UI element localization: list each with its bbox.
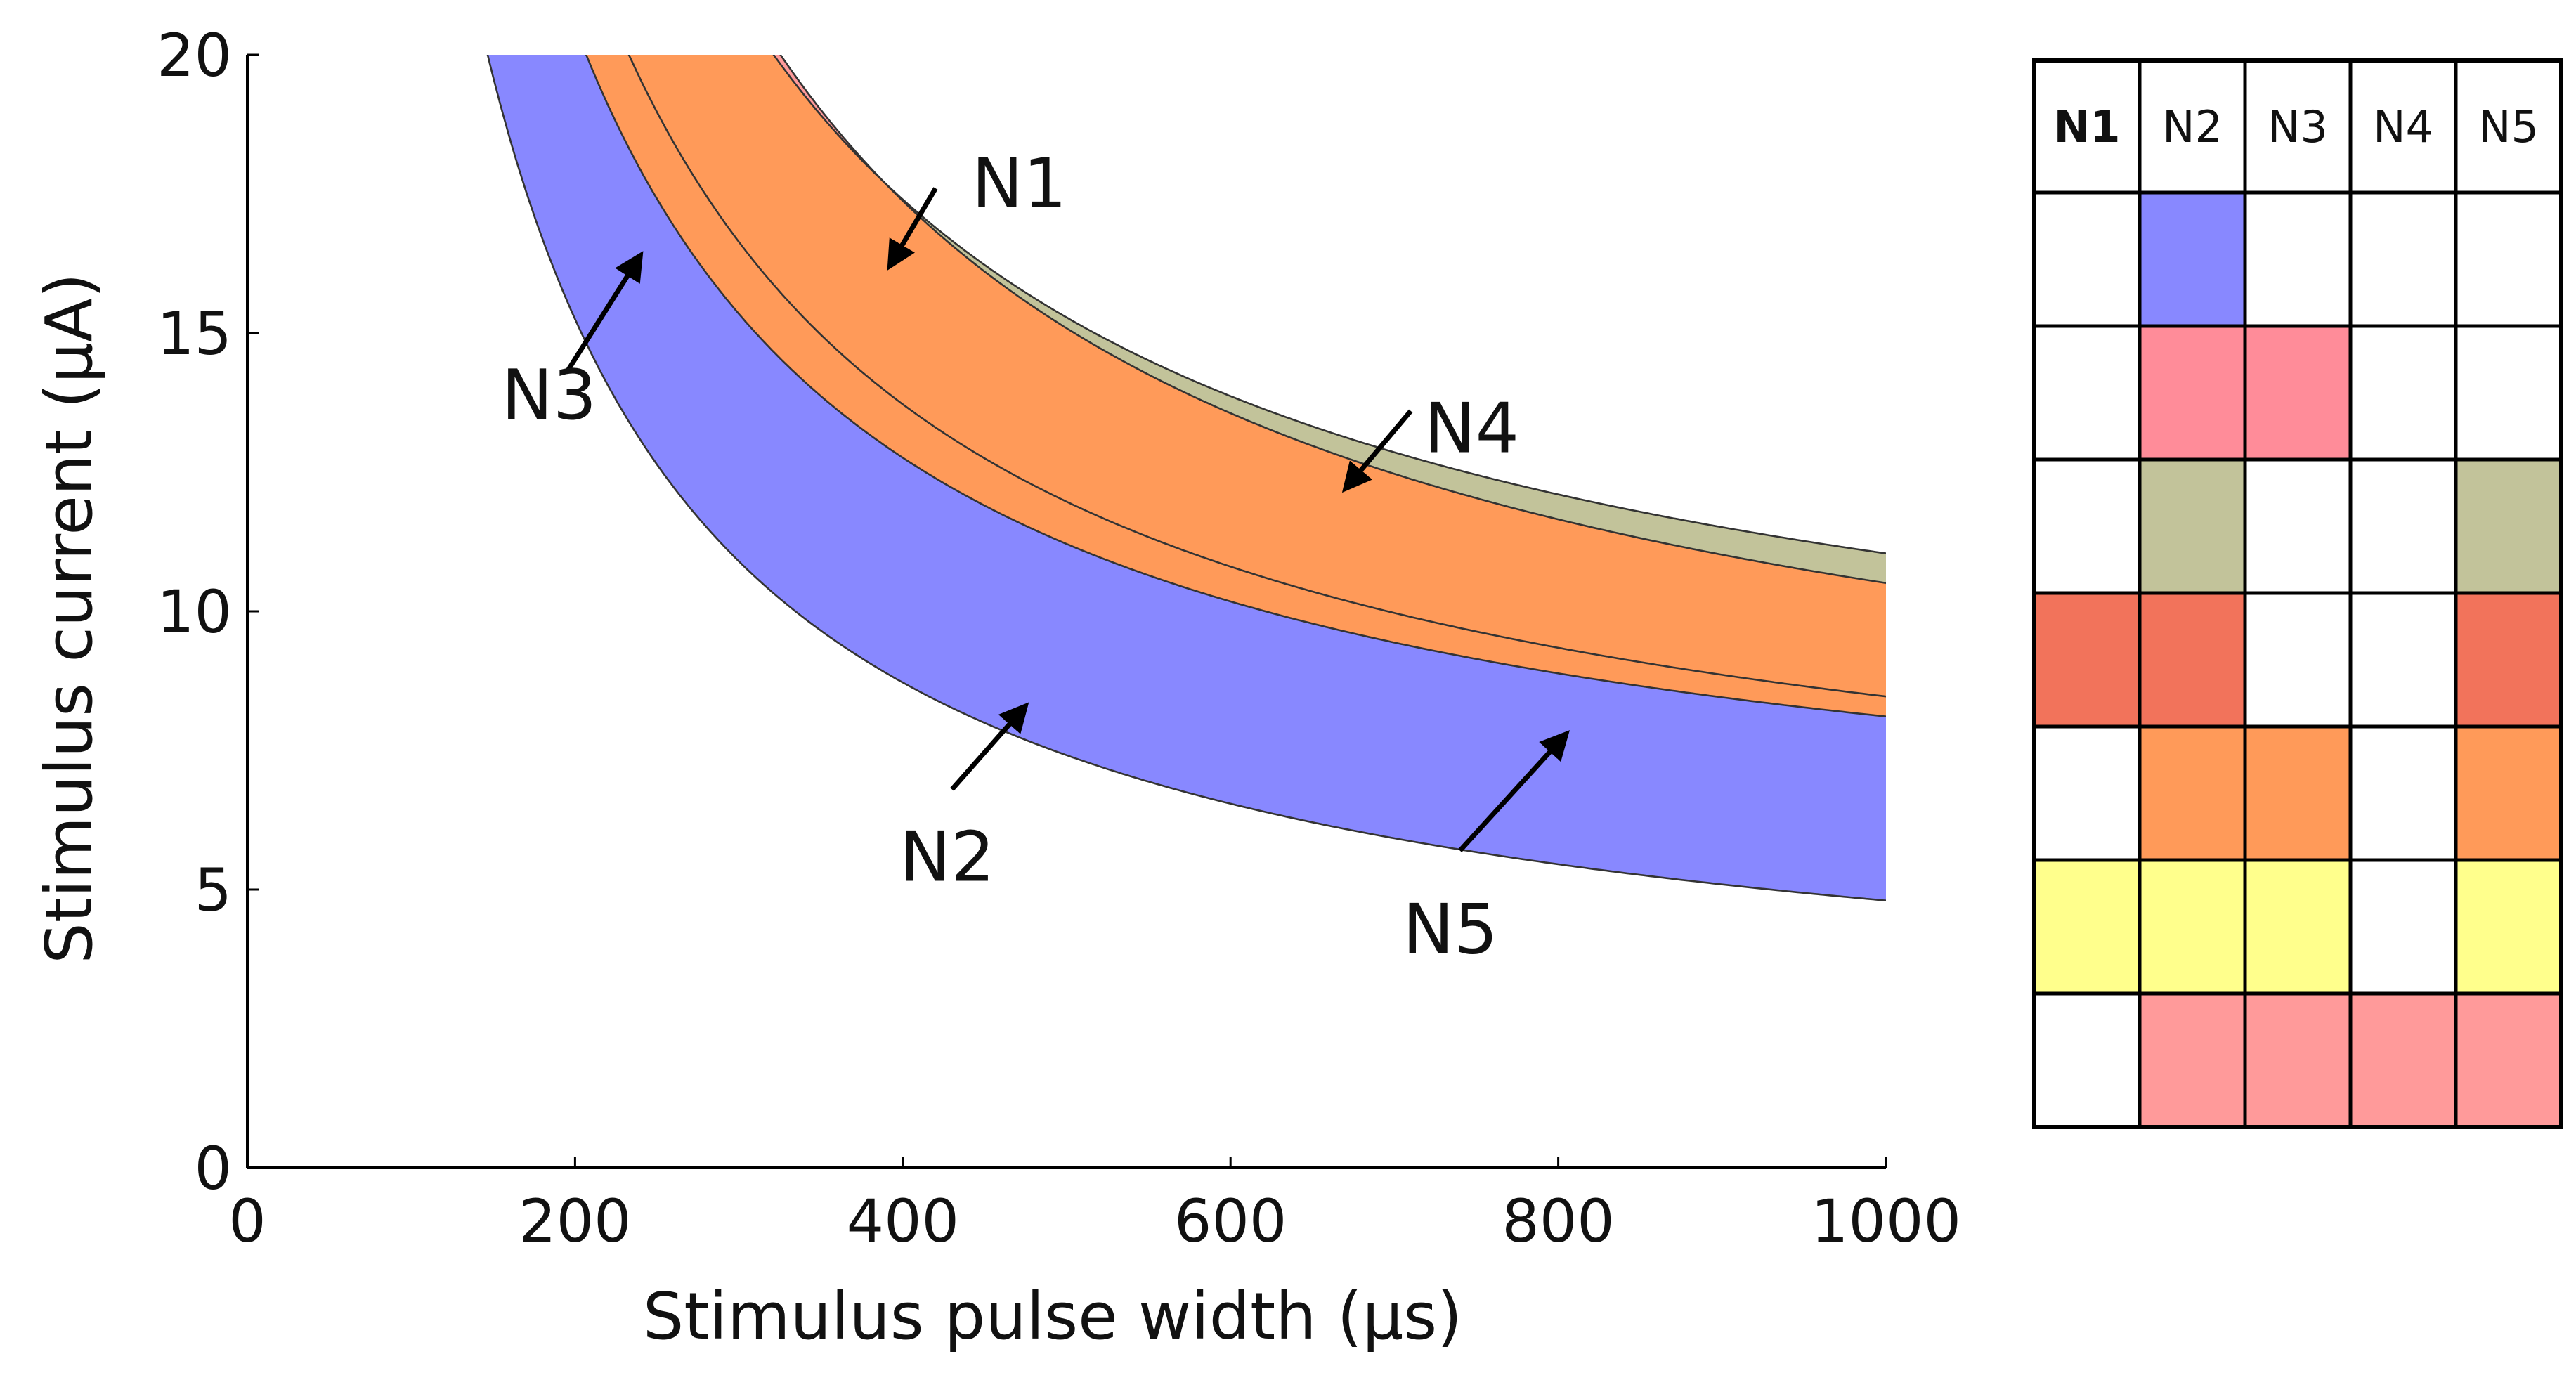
x-tick-label: 1000	[1811, 1187, 1961, 1256]
table-cell	[2032, 858, 2142, 996]
table-header-cell	[2243, 58, 2353, 195]
annotation-label-n5: N5	[1403, 890, 1498, 970]
annotation-label-n4: N4	[1424, 389, 1519, 469]
table-cell	[2454, 324, 2563, 462]
table-cell	[2138, 991, 2247, 1129]
table-header-n4: N4	[2373, 101, 2433, 152]
table-cell	[2454, 724, 2563, 862]
table-cell	[2138, 858, 2247, 996]
regions-layer	[488, 55, 1886, 901]
table-header-n3: N3	[2268, 101, 2328, 152]
table-cell	[2032, 457, 2142, 595]
y-tick-label: 0	[195, 1134, 232, 1203]
table-cell	[2032, 591, 2142, 729]
annotation-arrow-n4	[1341, 409, 1413, 493]
table-cell	[2243, 591, 2353, 729]
table-cell	[2138, 591, 2247, 729]
y-tick-label: 15	[157, 299, 232, 368]
table-cell	[2454, 858, 2563, 996]
boundary-curve-b3	[772, 55, 1886, 554]
annotation-label-n3: N3	[501, 356, 597, 436]
annotation-arrow-n2	[950, 702, 1029, 791]
table-cell	[2138, 724, 2247, 862]
annotation-label-n1: N1	[972, 144, 1067, 224]
boundaries-layer	[486, 55, 1886, 901]
table-cell	[2243, 858, 2353, 996]
table-cell	[2348, 724, 2458, 862]
table-cell	[2454, 591, 2563, 729]
table-cell	[2032, 724, 2142, 862]
table-cell	[2032, 324, 2142, 462]
table-cell	[2032, 991, 2142, 1129]
axes: 0 200 400 600 800 1000 0 5 10 15 20	[157, 21, 1961, 1256]
table-cell	[2348, 591, 2458, 729]
table-border	[2032, 58, 2563, 1129]
table-header-cell	[2032, 58, 2142, 195]
table-cell	[2454, 190, 2563, 328]
table-cell	[2348, 991, 2458, 1129]
table-cell	[2243, 991, 2353, 1129]
table-header-n2: N2	[2162, 101, 2223, 152]
table-cell	[2243, 724, 2353, 862]
region-orange	[586, 55, 1886, 717]
table-cell	[2138, 324, 2247, 462]
x-tick-label: 200	[519, 1187, 631, 1256]
table-cell	[2032, 190, 2142, 328]
boundary-curve-b4	[585, 55, 1886, 717]
y-tick-label: 5	[195, 856, 232, 925]
table-header-n1: N1	[2053, 101, 2120, 152]
boundary-curve-b1	[486, 55, 1886, 901]
table-cell	[2348, 858, 2458, 996]
annotation-arrow-n5	[1458, 730, 1570, 852]
annotation-arrow-n1	[887, 187, 938, 271]
region-blue	[488, 55, 1886, 901]
x-axis-label: Stimulus pulse width (μs)	[643, 1279, 1462, 1354]
annotation-arrow-n3	[564, 251, 644, 374]
y-tick-label: 10	[157, 578, 232, 646]
annotations-layer: N1 N2 N3 N4 N5	[501, 144, 1570, 970]
table-cell	[2243, 324, 2353, 462]
table-cell	[2454, 457, 2563, 595]
legend-table: N1 N2 N3 N4 N5	[2032, 58, 2563, 1129]
table-cell	[2348, 190, 2458, 328]
table-cell	[2138, 457, 2247, 595]
table-header-n5: N5	[2478, 101, 2539, 152]
boundary-curve-b5	[779, 55, 1886, 585]
region-salmon	[774, 55, 883, 181]
annotation-label-n2: N2	[899, 817, 995, 897]
x-tick-label: 800	[1502, 1187, 1614, 1256]
y-tick-label: 20	[157, 21, 232, 90]
x-tick-label: 400	[847, 1187, 959, 1256]
table-cell	[2243, 190, 2353, 328]
table-cell	[2243, 457, 2353, 595]
table-header-cell	[2138, 58, 2247, 195]
table-cell	[2138, 190, 2247, 328]
y-axis-label: Stimulus current (μA)	[32, 273, 107, 963]
boundary-curve-b2	[627, 55, 1886, 698]
table-cell	[2454, 991, 2563, 1129]
table-cell	[2348, 457, 2458, 595]
x-tick-label: 600	[1174, 1187, 1287, 1256]
table-cell	[2348, 324, 2458, 462]
x-tick-label: 0	[228, 1187, 266, 1256]
